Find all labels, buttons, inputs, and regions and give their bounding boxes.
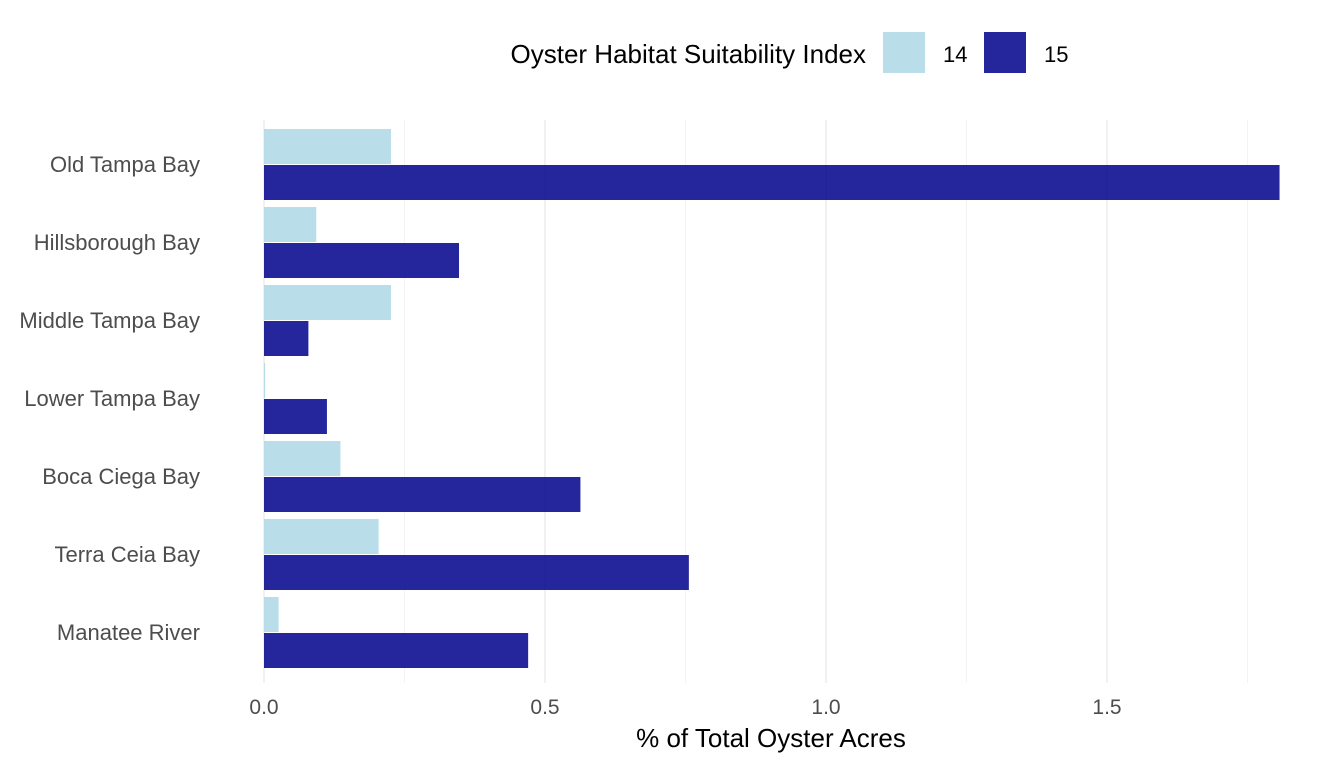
category-label-lower-tampa-bay: Lower Tampa Bay: [24, 386, 200, 411]
category-labels: Old Tampa Bay Hillsborough Bay Middle Tamp…: [19, 152, 200, 645]
category-label-hillsborough-bay: Hillsborough Bay: [34, 230, 200, 255]
x-tick-labels: 0.0 0.5 1.0 1.5: [249, 696, 1121, 719]
category-label-terra-ceia-bay: Terra Ceia Bay: [54, 542, 200, 567]
bar-manatee-river-14: [264, 597, 279, 632]
bar-terra-ceia-bay-14: [264, 519, 379, 554]
category-label-old-tampa-bay: Old Tampa Bay: [50, 152, 200, 177]
legend-label-14: 14: [943, 42, 967, 67]
bar-hillsborough-bay-14: [264, 207, 317, 242]
legend-key-14: [883, 32, 925, 73]
x-tick-label: 0.5: [530, 696, 559, 719]
grid: [263, 120, 1248, 683]
legend-key-15: [984, 32, 1026, 73]
bar-terra-ceia-bay-15: [264, 555, 689, 590]
category-label-middle-tampa-bay: Middle Tampa Bay: [19, 308, 200, 333]
x-tick-label: 1.0: [811, 696, 840, 719]
legend: Oyster Habitat Suitability Index 14 15: [511, 32, 1068, 73]
x-axis-title: % of Total Oyster Acres: [636, 723, 906, 753]
bar-boca-ciega-bay-15: [264, 477, 581, 512]
legend-title: Oyster Habitat Suitability Index: [511, 39, 867, 69]
bars: [264, 129, 1280, 668]
bar-lower-tampa-bay-14: [264, 363, 266, 398]
x-tick-label: 1.5: [1092, 696, 1121, 719]
x-tick-label: 0.0: [249, 696, 278, 719]
category-label-manatee-river: Manatee River: [57, 620, 200, 645]
bar-hillsborough-bay-15: [264, 243, 460, 278]
bar-middle-tampa-bay-14: [264, 285, 392, 320]
bar-manatee-river-15: [264, 633, 529, 668]
bar-old-tampa-bay-14: [264, 129, 392, 164]
bar-boca-ciega-bay-14: [264, 441, 341, 476]
legend-label-15: 15: [1044, 42, 1068, 67]
bar-middle-tampa-bay-15: [264, 321, 309, 356]
bar-lower-tampa-bay-15: [264, 399, 327, 434]
bar-old-tampa-bay-15: [264, 165, 1280, 200]
category-label-boca-ciega-bay: Boca Ciega Bay: [42, 464, 200, 489]
